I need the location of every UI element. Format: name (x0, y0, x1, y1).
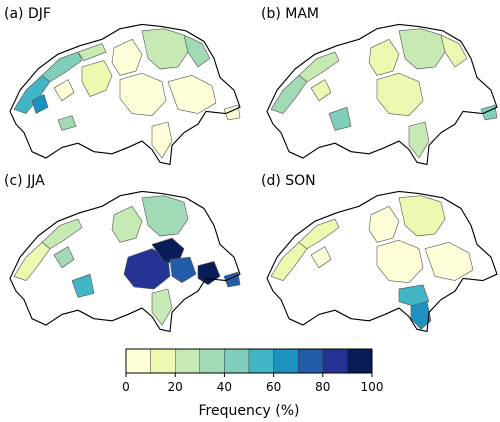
region-central-alps (123, 248, 171, 290)
region-jura-mid (298, 218, 340, 250)
map-mam (266, 23, 498, 165)
region-plateau-w (310, 79, 332, 102)
colorbar-bin (248, 348, 274, 374)
region-jura-mid (41, 51, 83, 83)
region-graubuenden (167, 75, 217, 114)
region-central-n (368, 206, 400, 243)
panel-title: (c) JJA (4, 173, 45, 189)
map-son (266, 190, 498, 332)
colorbar-bin (273, 348, 299, 374)
region-alps-c (376, 239, 424, 283)
panel-son: (d) SON (261, 173, 498, 332)
panel-djf: (a) DJF (4, 6, 241, 165)
region-ticino (151, 288, 173, 326)
panel-jja: (c) JJA (4, 173, 241, 332)
panel-title: (a) DJF (4, 6, 51, 22)
country-outline (9, 190, 241, 332)
colorbar-bin (150, 348, 176, 374)
panel-mam: (b) MAM (261, 6, 498, 165)
colorbar-frame (125, 348, 373, 374)
region-ticino (151, 121, 173, 159)
colorbar-bin (224, 348, 250, 374)
region-plateau-w (310, 246, 332, 269)
colorbar-bin (174, 348, 200, 374)
map-jja (9, 190, 241, 332)
region-ticino-s (410, 301, 432, 330)
region-central-n (368, 39, 400, 76)
region-plateau-w (53, 246, 75, 269)
region-uri (151, 237, 185, 264)
region-geneva-lake-n (31, 94, 49, 114)
colorbar-tick-label: 0 (122, 380, 130, 394)
map-mam (266, 23, 498, 165)
colorbar-tick-label: 100 (361, 380, 384, 394)
colorbar-ticks: 0 20 40 60 80 100 (122, 373, 383, 394)
region-plateau-c (81, 60, 113, 97)
region-plateau-sw (328, 106, 352, 131)
panel-title: (b) MAM (261, 6, 319, 22)
colorbar-tick-label: 40 (217, 380, 232, 394)
colorbar-bin (347, 348, 373, 374)
colorbar-tick-label: 20 (168, 380, 183, 394)
map-djf (9, 23, 241, 165)
colorbar-tick-label: 80 (315, 380, 330, 394)
region-ne-east (183, 34, 211, 68)
region-ne-cluster (398, 28, 446, 70)
panel-title: (d) SON (261, 173, 316, 189)
map-jja (9, 190, 241, 332)
region-jura-mid (41, 218, 83, 250)
region-alps-c (376, 72, 424, 116)
region-graubuenden (424, 242, 474, 281)
colorbar-bin (298, 348, 324, 374)
region-plateau-w (53, 79, 75, 102)
colorbar: 0 20 40 60 80 100 Frequency (%) (122, 348, 383, 419)
region-graubuenden-w (169, 256, 197, 283)
region-geneva-lake-s (57, 115, 77, 131)
country-outline (266, 23, 498, 165)
region-plateau-sw (71, 273, 95, 298)
region-ne-cluster (141, 28, 189, 70)
colorbar-tick-label: 60 (266, 380, 281, 394)
colorbar-cells (125, 348, 373, 374)
region-jura-mid (298, 51, 340, 83)
region-ne-east (440, 34, 468, 68)
map-djf (9, 23, 241, 165)
region-ne-cluster (141, 195, 189, 237)
colorbar-bin (199, 348, 225, 374)
colorbar-label: Frequency (%) (198, 403, 299, 419)
country-outline (9, 23, 241, 165)
colorbar-bin (322, 348, 348, 374)
region-central-n (111, 39, 143, 76)
country-outline (266, 190, 498, 332)
colorbar-bin (125, 348, 151, 374)
region-central-n (111, 206, 143, 243)
region-ticino (408, 121, 430, 159)
map-son (266, 190, 498, 332)
region-jura-ne (77, 43, 107, 61)
region-alps-c (119, 72, 167, 116)
region-ne-cluster (398, 195, 446, 237)
